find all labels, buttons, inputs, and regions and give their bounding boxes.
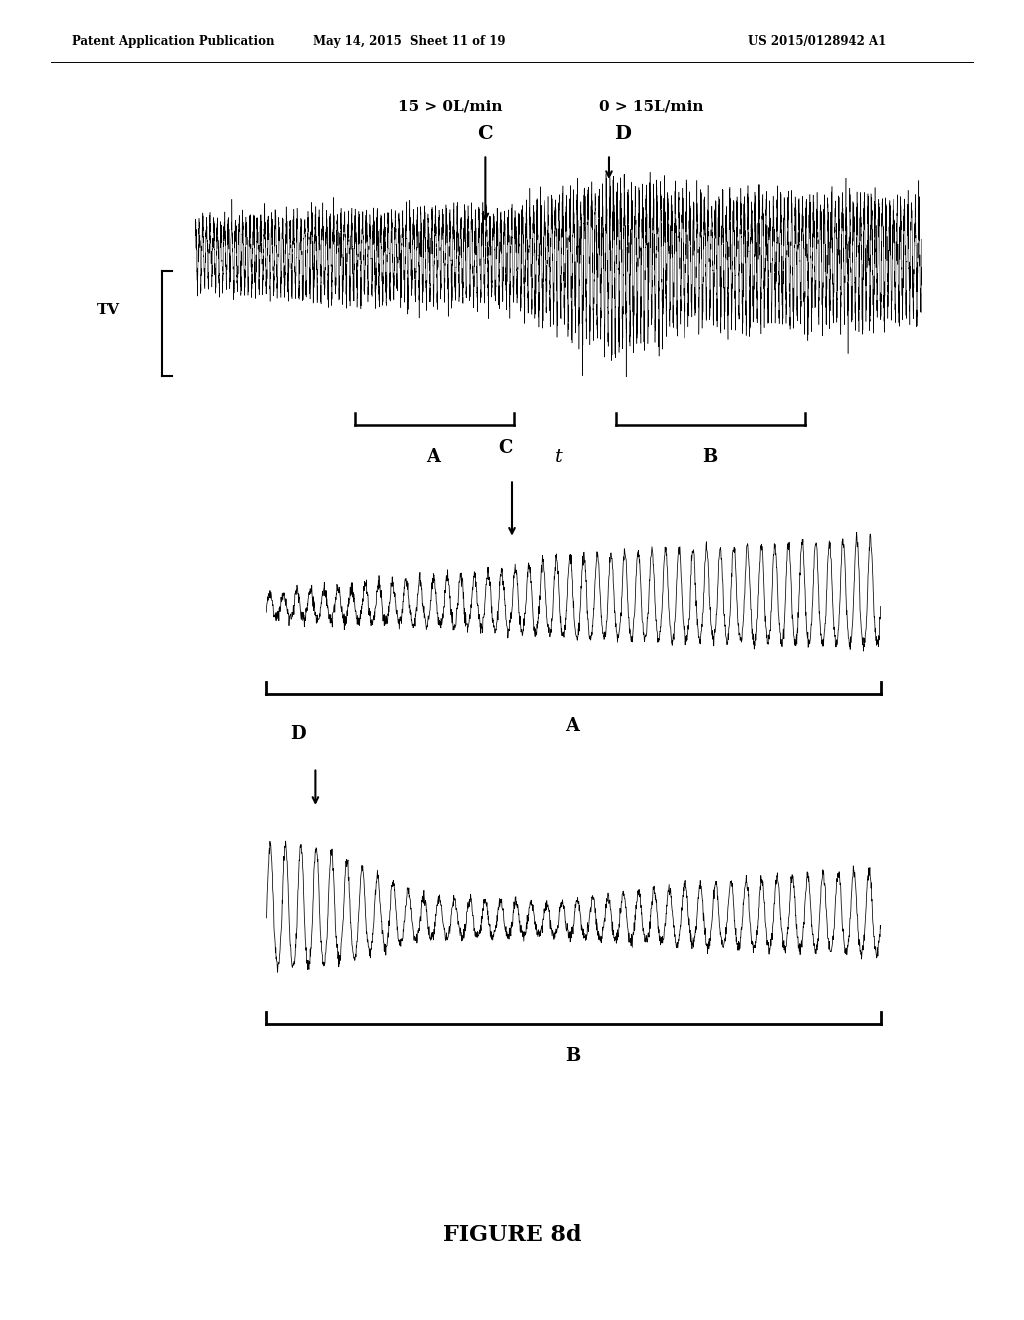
Text: C: C [477,124,493,143]
Text: t: t [555,447,563,466]
Text: A: A [565,717,580,735]
Text: TV: TV [97,304,121,317]
Text: US 2015/0128942 A1: US 2015/0128942 A1 [748,34,886,48]
Text: FIGURE 8d: FIGURE 8d [442,1224,582,1246]
Text: B: B [565,1047,581,1065]
Text: A: A [426,447,440,466]
Text: D: D [614,124,631,143]
Text: 0 > 15L/min: 0 > 15L/min [599,100,703,114]
Text: D: D [290,725,305,743]
Text: May 14, 2015  Sheet 11 of 19: May 14, 2015 Sheet 11 of 19 [313,34,506,48]
Text: Patent Application Publication: Patent Application Publication [72,34,274,48]
Text: C: C [499,438,513,457]
Text: B: B [702,447,718,466]
Text: 15 > 0L/min: 15 > 0L/min [398,100,503,114]
